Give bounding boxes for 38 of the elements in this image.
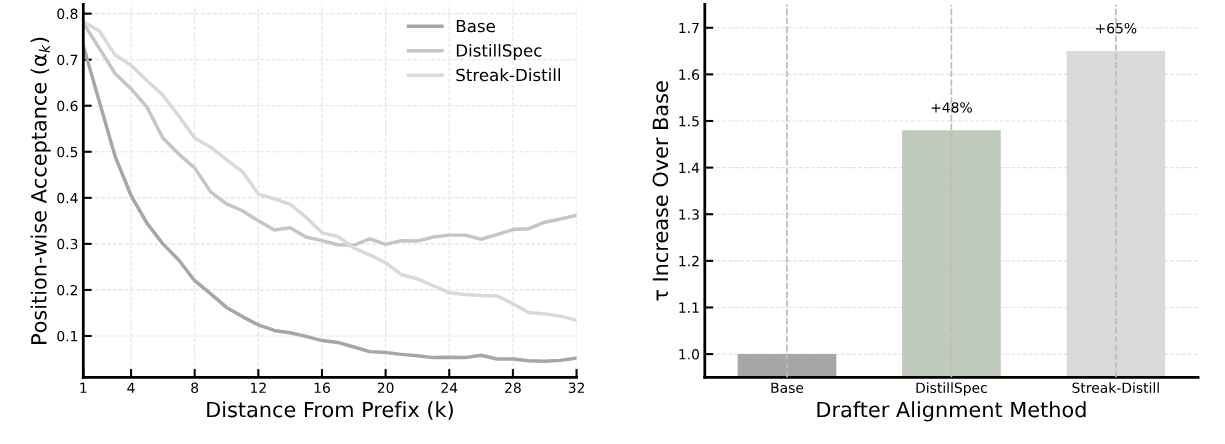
x-tick-label: 4	[127, 382, 135, 393]
x-tick-label: 28	[505, 382, 521, 394]
x-tick-label: 20	[377, 382, 394, 394]
y-tick-label: 1.5	[679, 116, 699, 127]
y-tick-label: 1.3	[679, 209, 699, 220]
x-tick-label: Base	[771, 382, 804, 394]
y-tick-label: 0.3	[57, 238, 78, 250]
x-axis-title: Distance From Prefix (k)	[207, 401, 453, 420]
y-axis-title: τ Increase Over Base	[652, 81, 669, 301]
y-tick-label: 0.8	[57, 8, 78, 20]
x-axis-title: Drafter Alignment Method	[817, 401, 1086, 422]
y-tick-label: 0.7	[57, 54, 78, 66]
y-tick-label: 0.1	[57, 330, 78, 342]
legend-label: DistillSpec	[456, 43, 542, 61]
x-tick-label: 12	[251, 382, 266, 393]
legend-label: Streak-Distill	[456, 68, 560, 82]
y-tick-label: 1.4	[679, 162, 700, 173]
y-tick-label: 0.4	[57, 192, 78, 204]
y-tick-label: 0.2	[57, 284, 78, 296]
y-tick-label: 0.6	[57, 100, 78, 112]
x-tick-label: 24	[441, 382, 458, 393]
y-axis-title: Position-wise Acceptance (α$_{k}$)	[30, 37, 51, 344]
x-tick-label: 32	[568, 382, 584, 394]
y-tick-label: 1.7	[679, 22, 699, 34]
annotation: +65%	[1096, 22, 1137, 34]
y-tick-label: 1.2	[679, 255, 699, 267]
y-tick-label: 0.5	[57, 146, 78, 158]
y-tick-label: 1.1	[679, 302, 699, 313]
x-tick-label: 16	[314, 382, 330, 394]
x-tick-label: DistillSpec	[916, 382, 987, 396]
annotation: +48%	[931, 102, 972, 113]
x-tick-label: Streak-Distill	[1072, 382, 1159, 394]
line-series	[83, 44, 577, 364]
y-tick-label: 1.0	[679, 349, 700, 360]
legend-label: Base	[456, 19, 495, 33]
y-tick-label: 1.6	[679, 69, 700, 80]
x-tick-label: 8	[191, 382, 199, 394]
x-tick-label: 1	[80, 382, 87, 393]
